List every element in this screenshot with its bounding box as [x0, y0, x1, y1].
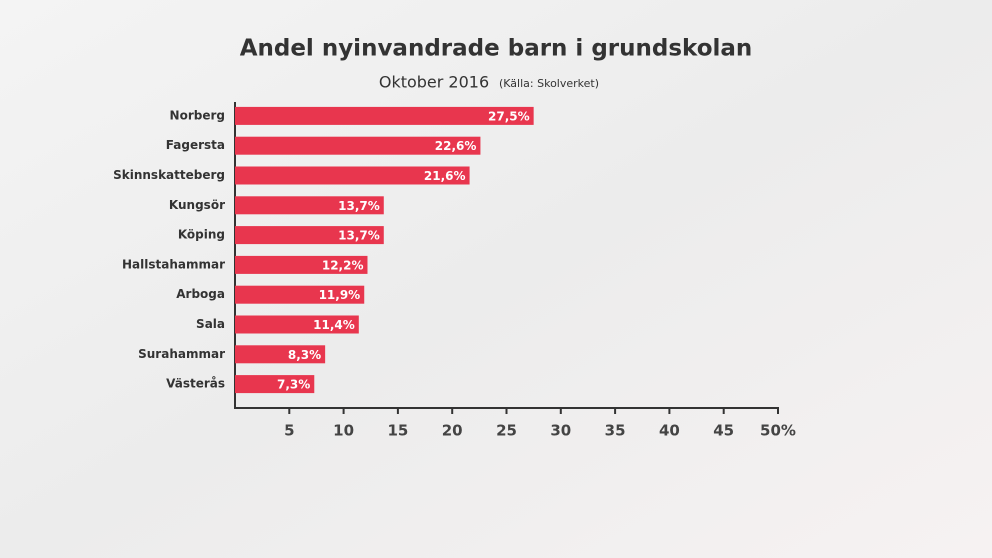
chart-title: Andel nyinvandrade barn i grundskolan — [240, 36, 753, 62]
value-label: 8,3% — [288, 348, 321, 362]
value-label: 21,6% — [424, 169, 466, 183]
category-label: Surahammar — [138, 347, 225, 361]
x-tick-label: 30 — [550, 422, 571, 440]
x-tick-label: 40 — [659, 422, 680, 440]
bar — [235, 345, 326, 364]
x-tick-label: 15 — [387, 422, 408, 440]
value-label: 7,3% — [277, 378, 310, 392]
chart-subtitle: Oktober 2016 — [379, 73, 489, 92]
value-label: 13,7% — [338, 199, 380, 213]
category-label: Köping — [178, 228, 225, 242]
value-label: 11,9% — [319, 288, 361, 302]
bar — [235, 375, 315, 394]
category-label: Västerås — [166, 377, 225, 391]
value-label: 27,5% — [488, 109, 530, 123]
x-tick-label: 45 — [713, 422, 734, 440]
x-tick-label: 35 — [605, 422, 626, 440]
category-label: Hallstahammar — [122, 257, 225, 271]
x-tick-label: 10 — [333, 422, 354, 440]
x-tick-label: 20 — [442, 422, 463, 440]
category-label: Fagersta — [166, 138, 225, 152]
bar — [235, 106, 534, 125]
bar — [235, 255, 368, 274]
x-tick-label: 50% — [760, 422, 796, 440]
x-tick-label: 25 — [496, 422, 517, 440]
chart-source: (Källa: Skolverket) — [499, 77, 599, 90]
bar — [235, 315, 359, 334]
value-label: 13,7% — [338, 229, 380, 243]
bar — [235, 166, 470, 185]
value-label: 11,4% — [313, 318, 355, 332]
bar — [235, 136, 481, 155]
value-label: 12,2% — [322, 258, 364, 272]
bar — [235, 226, 384, 245]
category-label: Sala — [196, 317, 225, 331]
value-label: 22,6% — [435, 139, 477, 153]
category-label: Kungsör — [169, 198, 225, 212]
category-label: Norberg — [170, 108, 225, 122]
category-label: Skinnskatteberg — [113, 168, 225, 182]
category-label: Arboga — [176, 287, 225, 301]
bar — [235, 196, 384, 215]
bar — [235, 285, 365, 304]
x-tick-label: 5 — [284, 422, 294, 440]
